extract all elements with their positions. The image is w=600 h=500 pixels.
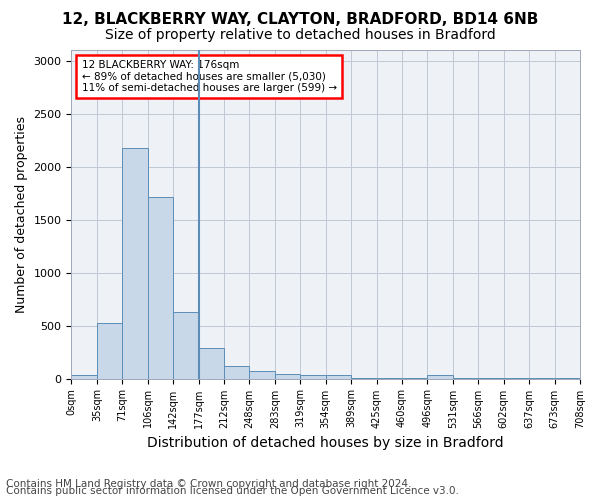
Text: Size of property relative to detached houses in Bradford: Size of property relative to detached ho… (104, 28, 496, 42)
Text: 12, BLACKBERRY WAY, CLAYTON, BRADFORD, BD14 6NB: 12, BLACKBERRY WAY, CLAYTON, BRADFORD, B… (62, 12, 538, 28)
Text: Contains public sector information licensed under the Open Government Licence v3: Contains public sector information licen… (6, 486, 459, 496)
Text: 12 BLACKBERRY WAY: 176sqm
← 89% of detached houses are smaller (5,030)
11% of se: 12 BLACKBERRY WAY: 176sqm ← 89% of detac… (82, 60, 337, 93)
Y-axis label: Number of detached properties: Number of detached properties (15, 116, 28, 313)
Bar (173, 312, 199, 378)
Bar (148, 198, 173, 378)
Bar (275, 374, 300, 378)
Text: Contains HM Land Registry data © Crown copyright and database right 2024.: Contains HM Land Registry data © Crown c… (6, 479, 412, 489)
Bar (224, 366, 250, 378)
Bar (427, 376, 453, 378)
Bar (326, 375, 351, 378)
Bar (97, 324, 122, 378)
Bar (71, 376, 97, 378)
Bar (300, 375, 326, 378)
Bar (122, 148, 148, 378)
Bar (199, 348, 224, 378)
Bar (250, 371, 275, 378)
X-axis label: Distribution of detached houses by size in Bradford: Distribution of detached houses by size … (148, 436, 504, 450)
